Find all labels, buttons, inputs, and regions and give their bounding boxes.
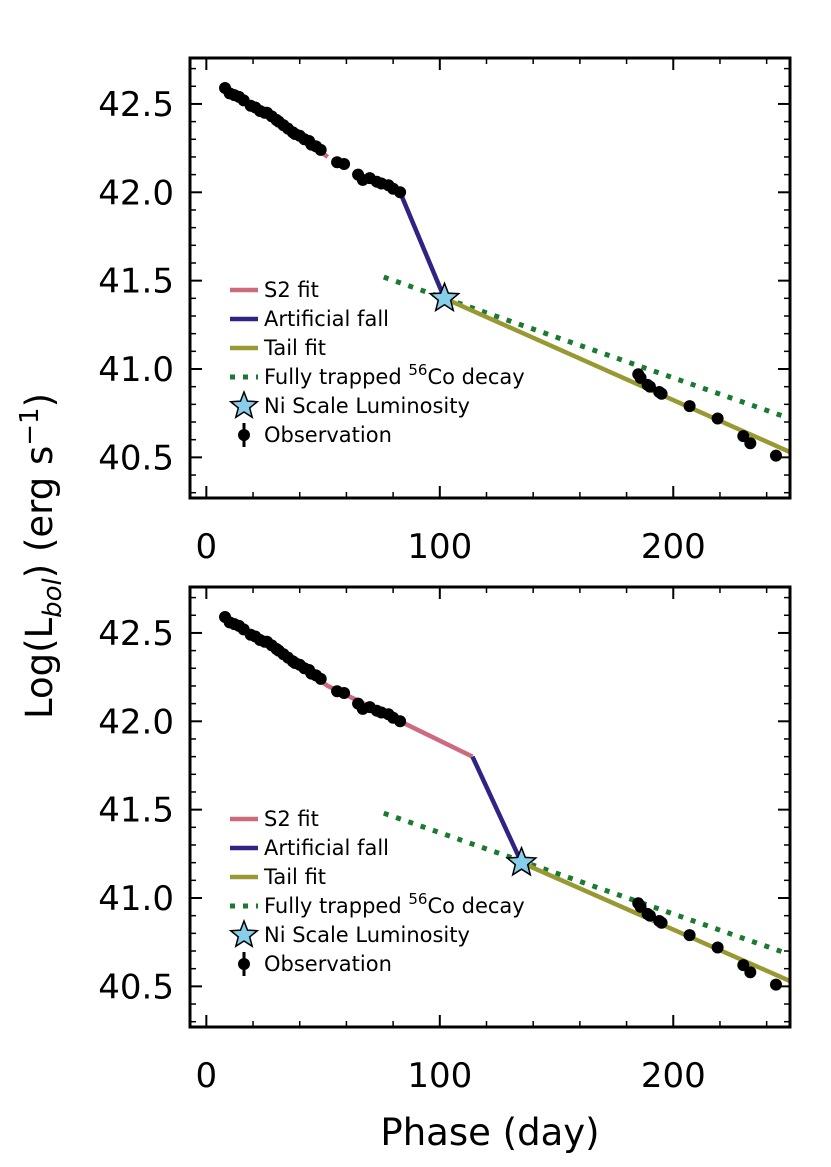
panel-bottom: 40.5 41.0 41.5 42.0 42.5 0 100 200 S2 fit Artific…	[98, 585, 792, 1096]
axes-frame	[188, 585, 792, 1029]
legend-label-ni-scale: Ni Scale Luminosity	[264, 394, 470, 418]
legend-label-co-decay: Fully trapped 56Co decay	[264, 361, 525, 389]
x-tick-label: 100	[407, 527, 472, 567]
tail-fit-line	[443, 296, 790, 455]
observation-point	[314, 672, 327, 685]
legend-label-co-suffix: Co decay	[427, 894, 524, 918]
legend-label-artificial-fall: Artificial fall	[264, 836, 389, 860]
y-axis-label: Log(Lbol) (erg s−1)	[15, 393, 68, 719]
artificial-fall-line	[398, 191, 447, 300]
legend-label-co-superscript: 56	[408, 361, 427, 379]
observation-point	[711, 941, 724, 954]
legend-label-observation: Observation	[264, 423, 392, 447]
observation-point	[394, 715, 407, 728]
y-tick-label: 42.5	[98, 85, 174, 125]
observation-point	[769, 978, 782, 991]
legend-label-co-suffix: Co decay	[427, 365, 524, 389]
legend-swatch-star-icon	[228, 918, 260, 948]
x-tick-label: 200	[641, 1056, 706, 1096]
y-tick-label: 40.5	[98, 438, 174, 478]
legend-label-artificial-fall: Artificial fall	[264, 307, 389, 331]
observation-point	[769, 449, 782, 462]
legend-label-observation: Observation	[264, 952, 392, 976]
y-tick-label: 41.0	[98, 350, 174, 390]
legend-label-tail-fit: Tail fit	[263, 336, 326, 360]
legend-label-s2-fit: S2 fit	[264, 807, 319, 831]
panel-top: 40.5 41.0 41.5 42.0 42.5 0 100 200 S2 fit Artific…	[98, 56, 792, 567]
legend-label-co-prefix: Fully trapped	[264, 365, 408, 389]
observation-point	[683, 929, 696, 942]
observation-point	[643, 380, 656, 393]
x-tick-label: 200	[641, 527, 706, 567]
legend-label-co-decay: Fully trapped 56Co decay	[264, 890, 525, 918]
observation-point	[338, 158, 351, 171]
y-tick-label: 42.5	[98, 614, 174, 654]
ni-scale-star-icon	[428, 281, 461, 313]
legend-swatch-observation	[238, 958, 250, 970]
observation-point	[655, 387, 668, 400]
legend-swatch-star-icon	[228, 389, 260, 419]
y-tick-label: 41.0	[98, 879, 174, 919]
plot-area	[219, 611, 790, 991]
y-tick-label: 41.5	[98, 791, 174, 831]
observation-point	[744, 966, 757, 979]
y-tick-label: 42.0	[98, 173, 174, 213]
legend-swatch-observation	[238, 429, 250, 441]
x-tick-label: 0	[196, 527, 218, 567]
legend-label-co-superscript: 56	[408, 890, 427, 908]
y-tick-label: 42.0	[98, 702, 174, 742]
ni-scale-star-icon	[505, 845, 538, 877]
legend-label-ni-scale: Ni Scale Luminosity	[264, 923, 470, 947]
observation-point	[711, 412, 724, 425]
artificial-fall-line	[470, 755, 524, 864]
observation-point	[394, 186, 407, 199]
observation-point	[683, 400, 696, 413]
legend-label-tail-fit: Tail fit	[263, 865, 326, 889]
axes-frame	[188, 56, 792, 500]
x-tick-label: 100	[407, 1056, 472, 1096]
observation-point	[338, 687, 351, 700]
x-axis-label: Phase (day)	[380, 1111, 599, 1154]
observation-point	[314, 143, 327, 156]
legend-label-s2-fit: S2 fit	[264, 278, 319, 302]
y-tick-label: 41.5	[98, 262, 174, 302]
x-tick-label: 0	[196, 1056, 218, 1096]
plot-area	[219, 82, 790, 462]
y-tick-label: 40.5	[98, 967, 174, 1007]
observation-point	[744, 437, 757, 450]
observation-point	[655, 916, 668, 929]
legend-label-co-prefix: Fully trapped	[264, 894, 408, 918]
observation-point	[643, 909, 656, 922]
